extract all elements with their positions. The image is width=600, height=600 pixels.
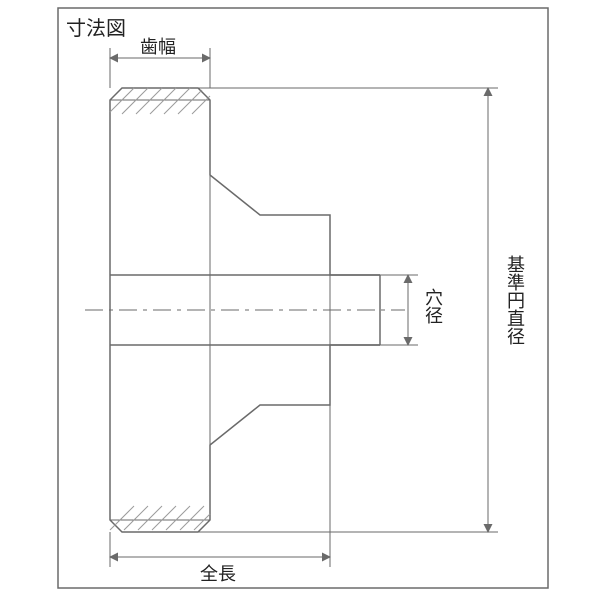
label-total-length: 全長	[200, 560, 236, 586]
diagram-title: 寸法図	[66, 12, 126, 41]
label-pitch-diameter: 基準円直径	[502, 255, 528, 345]
label-face-width: 歯幅	[140, 33, 176, 59]
label-bore: 穴径	[420, 288, 446, 324]
diagram-frame	[58, 8, 548, 588]
